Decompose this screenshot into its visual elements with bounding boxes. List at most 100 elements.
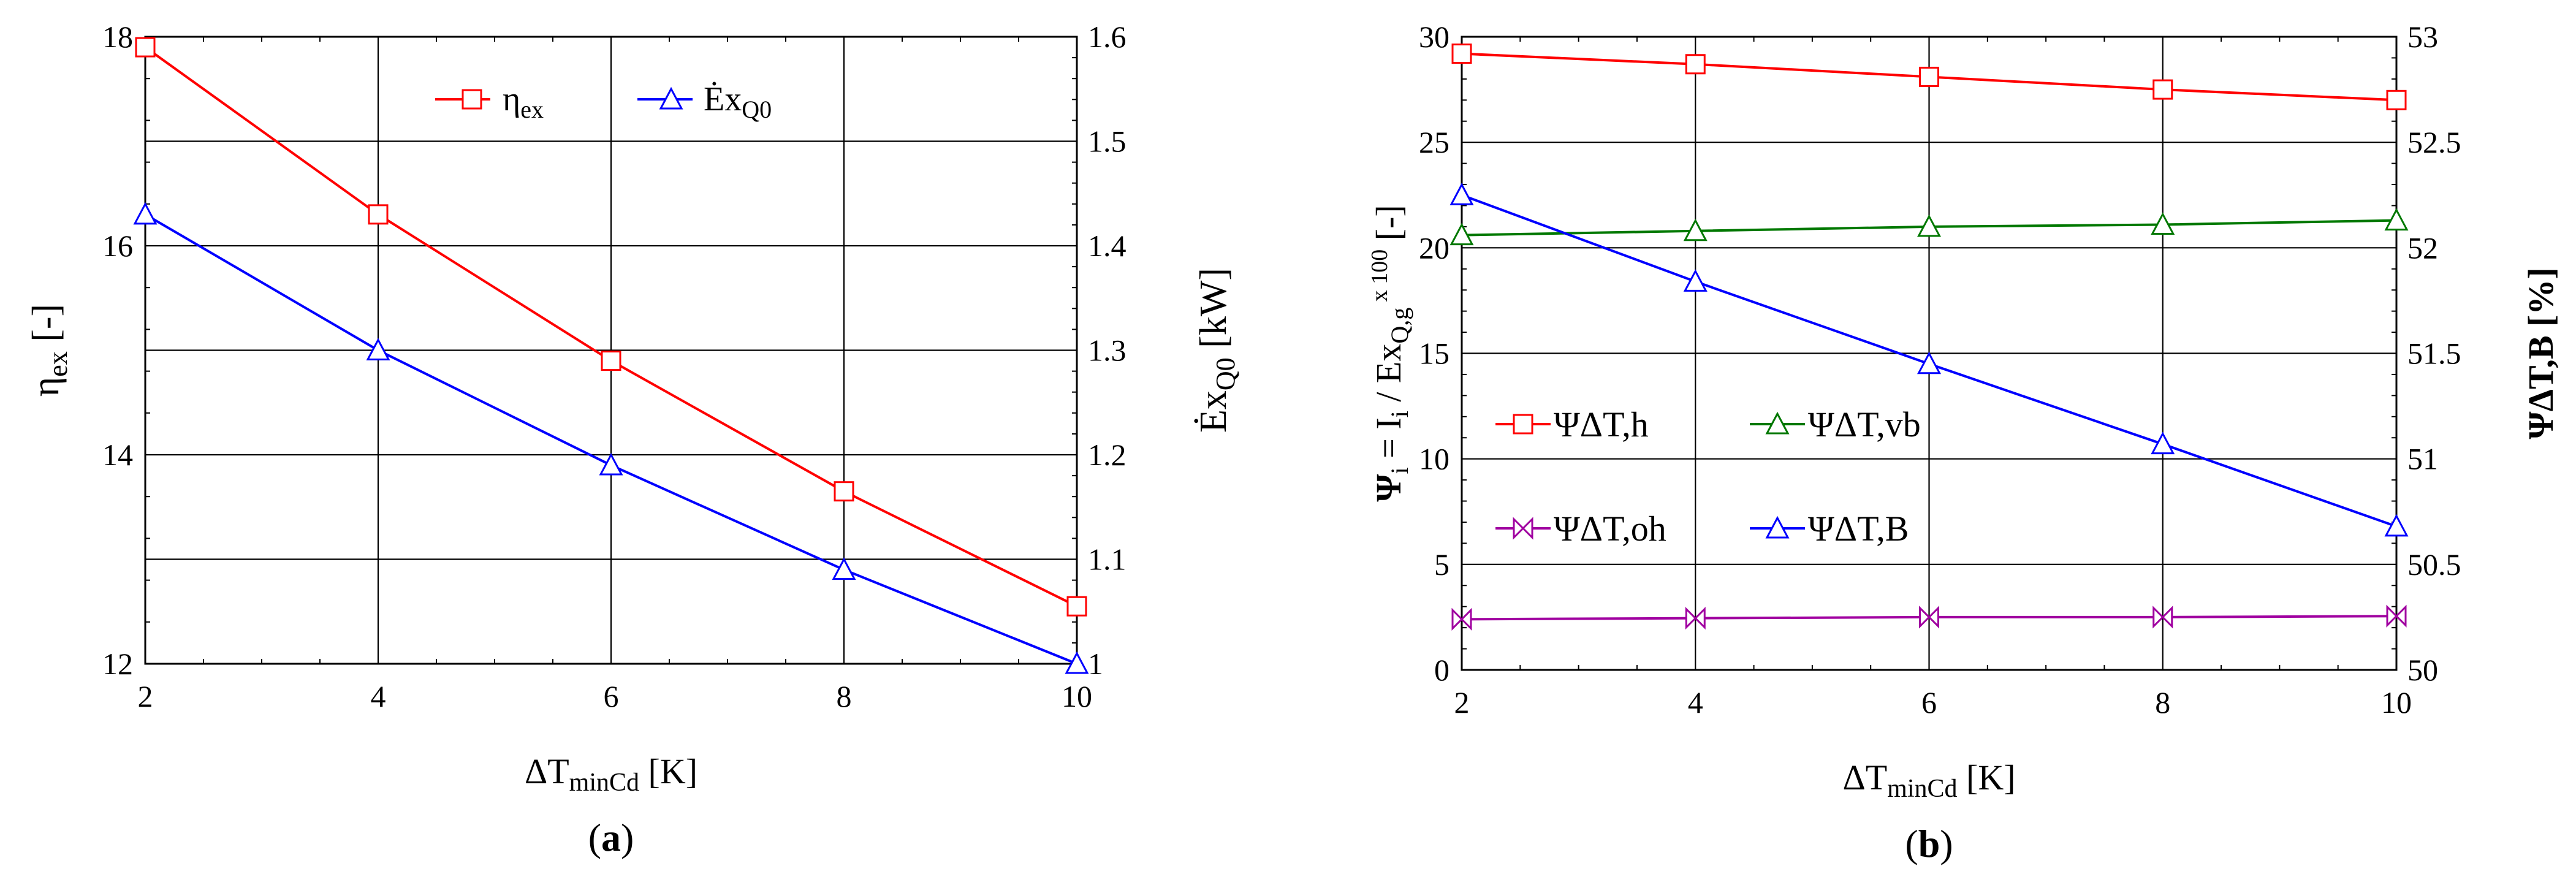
y-axis-label-eq: = I [1369, 417, 1408, 467]
data-point-b [1694, 607, 1706, 630]
data-point-b [1928, 606, 1939, 629]
x-axis-label-main: ΔT [525, 751, 569, 791]
y2-tick-label: 1.6 [1088, 20, 1127, 54]
y2-tick-label: 50.5 [2407, 547, 2461, 582]
y2-tick-label: 1.2 [1088, 438, 1127, 472]
data-point [1683, 218, 1708, 241]
data-point-b [2161, 606, 2173, 629]
y2-tick-label: 53 [2407, 20, 2438, 54]
legend-marker-2-b [1521, 517, 1533, 540]
panel-label-close: ) [1940, 822, 1953, 865]
x-axis-label-main: ΔT [1842, 758, 1887, 797]
y2-axis-label-main: Ėx [1193, 390, 1234, 433]
x-tick-label: 6 [1921, 685, 1937, 720]
data-point [601, 351, 621, 371]
legend-marker-2 [1513, 517, 1525, 540]
y-axis-label-main: η [25, 377, 67, 397]
legend-label-2: ΨΔT,oh [1554, 509, 1666, 549]
panel-label-open: ( [588, 816, 601, 859]
data-point [599, 452, 623, 476]
y-tick-label: 25 [1419, 125, 1449, 159]
data-point [368, 204, 389, 225]
panel-a-chart: 2 4 6 8 10 12 14 16 18 1 1.1 1.2 1.3 1.4 1.5 1.6 ΔTminCd… [25, 20, 1241, 859]
x-tick-label: 8 [837, 679, 852, 713]
y2-tick-label: 51.5 [2407, 336, 2461, 371]
data-point [1917, 351, 1941, 374]
data-point [1685, 54, 1706, 75]
y-axis-label-sub3: Q,g [1386, 308, 1413, 344]
data-point [2152, 606, 2164, 629]
y2-axis-label: ΨΔT,B [%] [2521, 267, 2561, 439]
x-tick-label: 4 [1688, 685, 1703, 720]
legend-label-eta-main: η [503, 80, 520, 118]
x-tick-label: 2 [1454, 685, 1470, 720]
y2-tick-label: 52.5 [2407, 125, 2461, 159]
y-tick-label: 16 [102, 229, 133, 263]
y-axis-label-sub: ex [43, 351, 73, 377]
y-tick-label: 14 [102, 438, 133, 472]
data-point [2151, 212, 2175, 235]
panel-b-chart: 2 4 6 8 10 0 5 10 15 20 25 30 50 50.5 51 51.5 52 52.5 53 ΔT… [1367, 20, 2561, 865]
y2-tick-label: 52 [2407, 230, 2438, 265]
y-axis-label-mid: / Ex [1369, 344, 1408, 411]
data-point [133, 202, 158, 225]
legend-marker-1 [1765, 411, 1790, 435]
y-axis-label: ηex [-] [25, 304, 73, 397]
legend-marker-exq0 [659, 86, 683, 110]
y2-tick-label: 1 [1088, 647, 1103, 681]
x-axis-label: ΔTminCd [K] [1842, 758, 2015, 803]
y-axis-label-sub1: i [1386, 467, 1413, 474]
legend-label-exq0-sub: Q0 [742, 96, 772, 123]
legend-marker-0 [1513, 414, 1533, 435]
x-tick-label: 8 [2155, 685, 2170, 720]
data-point [1065, 651, 1089, 674]
data-point [2386, 89, 2407, 110]
x-axis-label-sub: minCd [1887, 775, 1957, 803]
y-tick-label: 20 [1419, 230, 1449, 265]
data-point [366, 338, 390, 360]
data-point [1917, 214, 1941, 237]
y2-tick-label: 1.1 [1088, 542, 1127, 577]
plot-frame [1461, 36, 2398, 671]
y2-axis-label-unit: [kW] [1193, 268, 1234, 357]
x-axis-label-unit: [K] [1958, 758, 2016, 797]
panel-label-letter: a [601, 816, 621, 859]
legend-label-eta: ηex [503, 80, 544, 123]
legend-label-exq0: ĖxQ0 [704, 80, 772, 123]
legend-marker-3 [1765, 515, 1790, 539]
x-axis-label-unit: [K] [639, 751, 697, 791]
data-point [2151, 431, 2175, 455]
panel-label: (b) [1905, 822, 1953, 865]
y-axis-label-psi: Ψ [1369, 474, 1408, 502]
data-point [2386, 604, 2398, 628]
y-tick-label: 18 [102, 20, 133, 54]
data-point-b [2395, 604, 2407, 628]
y2-tick-label: 51 [2407, 442, 2438, 476]
x-tick-label: 6 [604, 679, 619, 713]
y2-tick-label: 50 [2407, 653, 2438, 687]
data-point [2152, 79, 2173, 100]
panel-label-letter: b [1918, 822, 1940, 865]
data-point [1066, 596, 1087, 617]
x-axis-label: ΔTminCd [K] [525, 751, 697, 797]
data-point [135, 37, 156, 58]
y-tick-label: 30 [1419, 20, 1449, 54]
x-tick-label: 10 [2381, 685, 2412, 720]
data-point [1449, 183, 1474, 205]
data-point [2384, 514, 2409, 537]
x-tick-label: 2 [138, 679, 153, 713]
data-point [832, 557, 856, 580]
legend-label-eta-sub: ex [520, 96, 544, 123]
y-tick-label: 15 [1419, 336, 1449, 371]
data-point [1919, 66, 1939, 87]
y2-tick-label: 1.3 [1088, 333, 1127, 368]
y-tick-label: 5 [1434, 547, 1449, 582]
legend-label-1: ΨΔT,vb [1808, 405, 1921, 444]
y2-tick-label: 1.5 [1088, 124, 1127, 159]
panel-label-open: ( [1905, 822, 1918, 865]
data-point [1685, 607, 1697, 630]
data-point [1683, 269, 1708, 292]
y2-axis-label: ĖxQ0 [kW] [1193, 268, 1241, 433]
y-axis-label-unit: [-] [1369, 205, 1408, 249]
